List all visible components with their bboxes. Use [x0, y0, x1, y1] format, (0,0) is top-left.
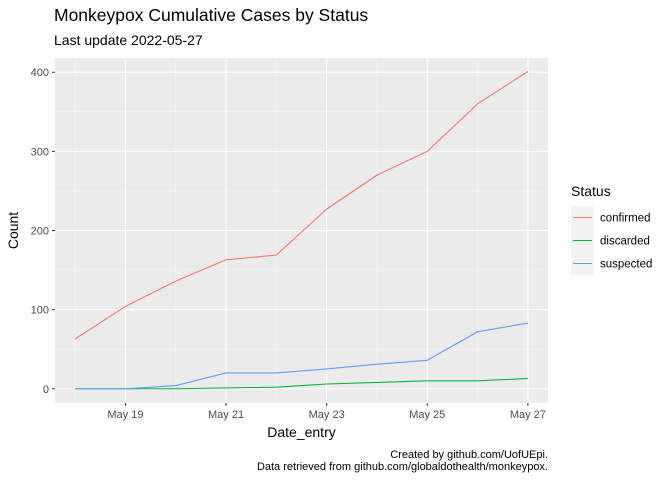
- y-axis: 0 100 200 300 400: [31, 67, 55, 396]
- y-tick-label: 300: [31, 146, 49, 158]
- series-line-suspected: [75, 322, 528, 390]
- y-tick-label: 0: [43, 384, 49, 396]
- caption: Created by github.com/UofUEpi. Data retr…: [257, 449, 548, 473]
- legend-label: discarded: [600, 236, 650, 248]
- x-tick-label: May 19: [107, 409, 143, 421]
- x-tick-label: May 25: [409, 409, 445, 421]
- x-tick-label: May 23: [309, 409, 345, 421]
- legend-label: confirmed: [600, 213, 651, 225]
- caption-line-1: Created by github.com/UofUEpi.: [390, 449, 548, 461]
- legend-item-discarded: discarded: [571, 229, 650, 252]
- legend-label: suspected: [600, 259, 652, 271]
- y-tick-label: 100: [31, 305, 49, 317]
- y-axis-title: Count: [5, 212, 21, 249]
- y-tick-label: 200: [31, 226, 49, 238]
- series-lines: [74, 70, 529, 390]
- x-tick-label: May 21: [208, 409, 244, 421]
- legend-item-confirmed: confirmed: [571, 206, 651, 229]
- series-line-confirmed: [74, 70, 529, 340]
- y-tick-label: 400: [31, 67, 49, 79]
- x-axis-title: Date_entry: [267, 424, 335, 440]
- legend: Status confirmed discarded suspected: [571, 183, 652, 275]
- caption-line-2: Data retrieved from github.com/globaldot…: [257, 461, 548, 473]
- series-line-discarded: [75, 377, 528, 390]
- legend-items: confirmed discarded suspected: [571, 206, 652, 275]
- x-tick-label: May 27: [510, 409, 546, 421]
- major-gridlines: [55, 58, 548, 403]
- x-axis: May 19 May 21 May 23 May 25 May 27: [107, 403, 546, 421]
- legend-item-suspected: suspected: [571, 252, 652, 275]
- chart-title: Monkeypox Cumulative Cases by Status: [54, 5, 368, 25]
- chart-subtitle: Last update 2022-05-27: [54, 32, 203, 48]
- legend-title: Status: [571, 183, 611, 199]
